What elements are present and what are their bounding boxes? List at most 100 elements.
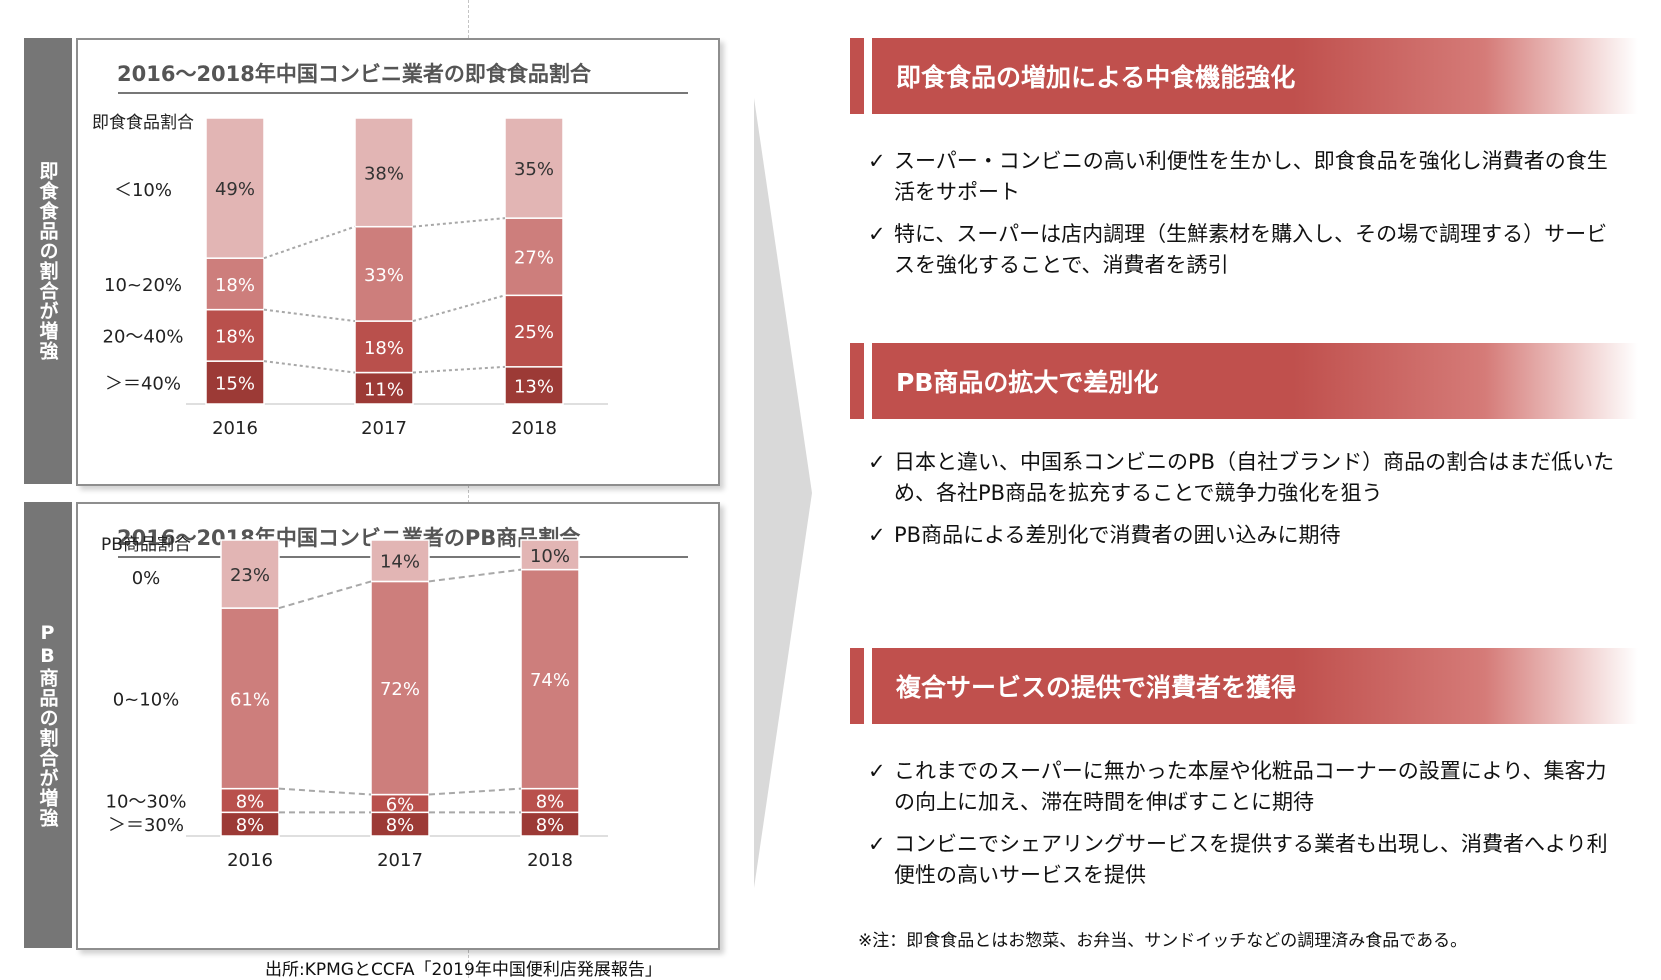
series-label: 0% (132, 568, 161, 589)
side-tab-pb: PB商品の割合が増強 (24, 502, 72, 948)
section3-banner-stripe (850, 648, 864, 724)
data-label: 25% (514, 322, 554, 343)
section2-banner: PB商品の拡大で差別化 (850, 343, 1638, 419)
data-label: 23% (230, 565, 270, 586)
bullet-text: スーパー・コンビニの高い利便性を生かし、即食食品を強化し消費者の食生活をサポート (894, 149, 1608, 204)
check-icon: ✓ (868, 450, 886, 474)
x-tick-label: 2017 (377, 850, 423, 871)
section2-title: PB商品の拡大で差別化 (896, 368, 1159, 397)
center-guide-line (468, 0, 469, 978)
data-label: 11% (364, 379, 404, 400)
section2-bullet-1: ✓ 日本と違い、中国系コンビニのPB（自社ブランド）商品の割合はまだ低いため、各社… (868, 447, 1618, 509)
data-label: 27% (514, 248, 554, 269)
data-label: 8% (386, 815, 415, 836)
connector-line (263, 360, 356, 374)
section1-bullet-2: ✓ 特に、スーパーは店内調理（生鮮素材を購入し、その場で調理する）サービスを強化す… (868, 219, 1618, 281)
data-label: 38% (364, 163, 404, 184)
data-label: 74% (530, 670, 570, 691)
data-label: 18% (215, 326, 255, 347)
bar-segment (520, 568, 580, 790)
check-icon: ✓ (868, 759, 886, 783)
data-label: 18% (215, 275, 255, 296)
connector-line (263, 225, 356, 260)
series-label: 10～30% (106, 791, 187, 812)
bullet-text: 特に、スーパーは店内調理（生鮮素材を購入し、その場で調理する）サービスを強化する… (894, 222, 1608, 277)
bar-segment (220, 607, 280, 790)
data-label: 13% (514, 376, 554, 397)
section2-banner-body (872, 343, 1638, 419)
section3-bullets: ✓ これまでのスーパーに無かった本屋や化粧品コーナーの設置により、集客力の向上に加… (868, 756, 1618, 902)
connector-line (412, 217, 506, 228)
section2-banner-stripe (850, 343, 864, 419)
bar-segment (504, 117, 564, 219)
check-icon: ✓ (868, 523, 886, 547)
section3-banner-body (872, 648, 1638, 724)
data-label: 35% (514, 159, 554, 180)
footnote: ※注：即食食品とはお惣菜、お弁当、サンドイッチなどの調理済み食品である。 (858, 931, 1468, 951)
pb-chart-panel: 2016～2018年中国コンビニ業者のPB商品割合 PB商品割合 8% 8% 61% 2… (76, 502, 720, 950)
pb-stacked-bar-chart: PB商品割合8%8%61%23%20168%6%72%14%20178%8%74… (101, 535, 608, 871)
bar-segment (370, 580, 430, 796)
ready-meal-stacked-bar-chart: 即食食品割合 15% 18% 18% 49% 2016 11% 18% 33% 38% 2017 13… (92, 113, 608, 439)
data-label: 49% (215, 179, 255, 200)
bullet-text: これまでのスーパーに無かった本屋や化粧品コーナーの設置により、集客力の向上に加え… (894, 759, 1607, 814)
connector-line (412, 294, 506, 323)
check-icon: ✓ (868, 222, 886, 246)
bar-segment (370, 539, 430, 583)
connector-line (278, 787, 372, 796)
series-label: 0~10% (113, 689, 180, 710)
series-label: ＞＝30% (108, 815, 184, 836)
data-label: 6% (386, 794, 415, 815)
section1-banner-body (872, 38, 1638, 114)
section3-title: 複合サービスの提供で消費者を獲得 (896, 673, 1297, 702)
section3-bullet-1: ✓ これまでのスーパーに無かった本屋や化粧品コーナーの設置により、集客力の向上に加… (868, 756, 1618, 818)
section1-bullets: ✓ スーパー・コンビニの高い利便性を生かし、即食食品を強化し消費者の食生活をサポー… (868, 146, 1618, 292)
x-tick-label: 2017 (361, 418, 407, 439)
data-label: 8% (236, 815, 265, 836)
data-label: 8% (536, 815, 565, 836)
data-label: 8% (536, 791, 565, 812)
ready-meal-chart-panel: 2016～2018年中国コンビニ業者の即食食品割合 即食食品割合 15% 18% 18… (76, 38, 720, 486)
data-label: 15% (215, 374, 255, 395)
section1-title: 即食食品の増加による中食機能強化 (896, 63, 1296, 92)
connector-line (428, 787, 522, 796)
bar-segment (354, 225, 414, 322)
data-label: 18% (364, 338, 404, 359)
series-label: 20～40% (103, 326, 184, 347)
check-icon: ✓ (868, 149, 886, 173)
bullet-text: コンビニでシェアリングサービスを提供する業者も出現し、消費者へより利便性の高いサ… (894, 832, 1608, 887)
connector-line (263, 308, 356, 323)
bar-segment (205, 257, 265, 311)
connector-line (278, 580, 372, 610)
section1-banner-stripe (850, 38, 864, 114)
legend-title: PB商品割合 (101, 535, 191, 555)
chart1-title: 2016～2018年中国コンビニ業者の即食食品割合 (117, 62, 591, 86)
chart1-title-rule (118, 92, 688, 94)
x-tick-label: 2016 (227, 850, 273, 871)
flow-arrow-shape (754, 98, 812, 888)
bar-segment (504, 294, 564, 368)
x-tick-label: 2018 (527, 850, 573, 871)
series-label: ＜10% (114, 180, 172, 201)
series-label: 10~20% (104, 275, 182, 296)
section2-bullet-2: ✓ PB商品による差別化で消費者の囲い込みに期待 (868, 520, 1618, 551)
bar-segment (354, 117, 414, 228)
section3-bullet-2: ✓ コンビニでシェアリングサービスを提供する業者も出現し、消費者へより利便性の高い… (868, 829, 1618, 891)
bar-segment (220, 539, 280, 609)
x-tick-label: 2018 (511, 418, 557, 439)
side-tab-ready-meal: 即食食品の割合が増強 (24, 38, 72, 484)
data-label: 10% (530, 546, 570, 567)
source-note: 出所:KPMGとCCFA「2019年中国便利店発展報告」 (265, 960, 662, 980)
section1-bullet-1: ✓ スーパー・コンビニの高い利便性を生かし、即食食品を強化し消費者の食生活をサポー… (868, 146, 1618, 208)
data-label: 72% (380, 679, 420, 700)
data-label: 8% (236, 791, 265, 812)
x-tick-label: 2016 (212, 418, 258, 439)
bullet-text: PB商品による差別化で消費者の囲い込みに期待 (894, 523, 1341, 547)
data-label: 61% (230, 689, 270, 710)
bar-segment (354, 371, 414, 405)
bullet-text: 日本と違い、中国系コンビニのPB（自社ブランド）商品の割合はまだ低いため、各社P… (894, 450, 1615, 505)
data-label: 33% (364, 265, 404, 286)
series-label: ＞＝40% (105, 374, 181, 395)
legend-title: 即食食品割合 (92, 113, 194, 133)
section2-bullets: ✓ 日本と違い、中国系コンビニのPB（自社ブランド）商品の割合はまだ低いため、各社… (868, 447, 1618, 562)
